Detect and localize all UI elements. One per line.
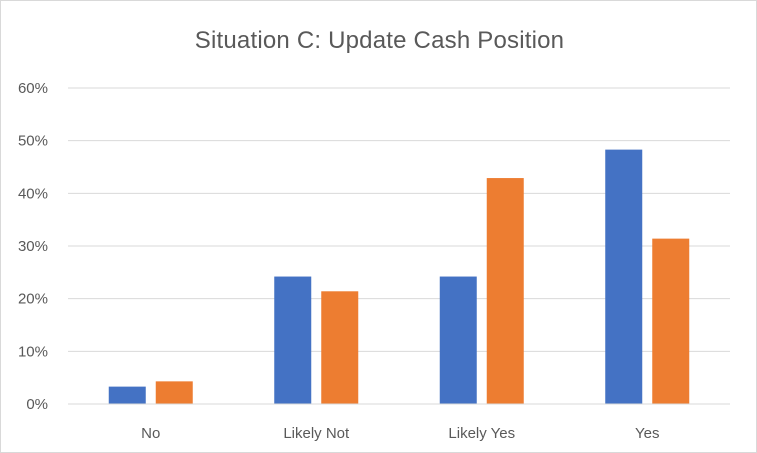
- bar-series-1-no: [108, 386, 146, 404]
- bar-series-1-likely-yes: [439, 276, 477, 404]
- chart-title: Situation C: Update Cash Position: [194, 27, 565, 54]
- bar-series-2-likely-not: [321, 291, 359, 404]
- y-tick-label: 20%: [18, 291, 48, 308]
- y-tick-label: 10%: [18, 343, 48, 360]
- x-category-label: Likely Yes: [448, 425, 515, 442]
- bar-series-2-likely-yes: [486, 178, 524, 404]
- x-category-label: Yes: [635, 425, 659, 442]
- bar-series-2-no: [155, 381, 193, 404]
- bars: [68, 149, 730, 405]
- y-tick-label: 50%: [18, 133, 48, 150]
- bar-series-1-likely-not: [274, 276, 312, 404]
- y-tick-label: 40%: [18, 185, 48, 202]
- bar-series-2-yes: [652, 238, 690, 404]
- y-tick-label: 0%: [26, 396, 48, 413]
- x-category-label: No: [141, 425, 160, 442]
- y-tick-label: 60%: [18, 80, 48, 97]
- y-tick-label: 30%: [18, 238, 48, 255]
- x-category-label: Likely Not: [283, 425, 350, 442]
- y-axis-ticks: 0% 10% 20% 30% 40% 50% 60%: [18, 80, 48, 413]
- bar-series-1-yes: [605, 149, 643, 404]
- x-axis-ticks: No Likely Not Likely Yes Yes: [141, 425, 659, 442]
